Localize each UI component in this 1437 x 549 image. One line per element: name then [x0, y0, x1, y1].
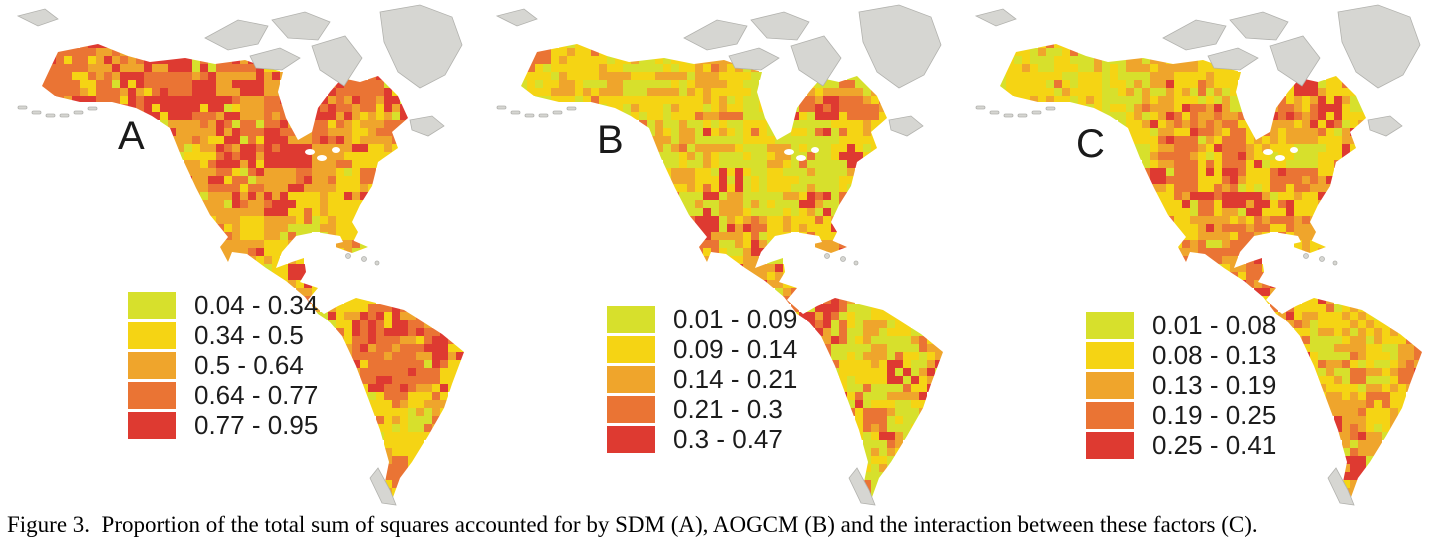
legend-item: 0.77 - 0.95	[128, 410, 319, 440]
legend-range-label: 0.21 - 0.3	[673, 394, 783, 424]
legend-item: 0.3 - 0.47	[607, 424, 797, 454]
legend-swatch	[1086, 342, 1134, 369]
legend-range-label: 0.5 - 0.64	[194, 350, 304, 380]
no-data-land-gray	[974, 4, 1421, 506]
legend-range-label: 0.08 - 0.13	[1152, 340, 1277, 370]
figure-caption: Figure 3. Proportion of the total sum of…	[7, 512, 1258, 537]
legend-item: 0.14 - 0.21	[607, 364, 798, 394]
legend-range-label: 0.3 - 0.47	[673, 424, 783, 454]
legend-swatch	[1086, 402, 1134, 429]
legend-item: 0.09 - 0.14	[607, 334, 798, 364]
legend-range-label: 0.13 - 0.19	[1152, 370, 1277, 400]
figure-panels: A 0.04 - 0.34 0.34 - 0.5 0.5 - 0.64 0.64 - 0…	[0, 0, 1437, 506]
legend-range-label: 0.04 - 0.34	[194, 290, 319, 320]
panel-label-c: C	[1076, 122, 1105, 166]
legend-swatch	[128, 382, 176, 409]
legend-range-label: 0.64 - 0.77	[194, 380, 319, 410]
legend-range-label: 0.19 - 0.25	[1152, 400, 1277, 430]
legend-swatch	[1086, 432, 1134, 459]
no-data-land-gray	[16, 4, 463, 506]
legend-range-label: 0.34 - 0.5	[194, 320, 304, 350]
legend-swatch	[1086, 372, 1134, 399]
legend: 0.01 - 0.08 0.08 - 0.13 0.13 - 0.19 0.19 - …	[1086, 310, 1277, 462]
map-panel-b: B 0.01 - 0.09 0.09 - 0.14 0.14 - 0.21 0.21 -…	[479, 0, 958, 506]
legend-item: 0.08 - 0.13	[1086, 340, 1277, 370]
legend-swatch	[607, 306, 655, 333]
panel-label-b: B	[597, 118, 624, 162]
legend-item: 0.01 - 0.09	[607, 304, 798, 334]
no-data-land-gray	[495, 4, 942, 506]
americas-heat-map	[974, 4, 1422, 506]
americas-heat-map	[16, 4, 464, 506]
legend-range-label: 0.01 - 0.09	[673, 304, 798, 334]
legend-range-label: 0.77 - 0.95	[194, 410, 319, 440]
legend-swatch	[128, 322, 176, 349]
legend-swatch	[607, 366, 655, 393]
legend-range-label: 0.09 - 0.14	[673, 334, 798, 364]
legend-swatch	[128, 292, 176, 319]
legend: 0.04 - 0.34 0.34 - 0.5 0.5 - 0.64 0.64 - 0.…	[128, 290, 319, 442]
legend-range-label: 0.25 - 0.41	[1152, 430, 1277, 460]
legend-item: 0.21 - 0.3	[607, 394, 797, 424]
legend-swatch	[1086, 312, 1134, 339]
americas-heat-map	[495, 4, 943, 506]
legend-item: 0.34 - 0.5	[128, 320, 318, 350]
legend-swatch	[607, 336, 655, 363]
map-panel-c: C 0.01 - 0.08 0.08 - 0.13 0.13 - 0.19 0.19 -…	[958, 0, 1437, 506]
legend-range-label: 0.01 - 0.08	[1152, 310, 1277, 340]
legend-item: 0.01 - 0.08	[1086, 310, 1277, 340]
legend-swatch	[607, 426, 655, 453]
legend-item: 0.25 - 0.41	[1086, 430, 1277, 460]
legend-swatch	[607, 396, 655, 423]
legend-item: 0.13 - 0.19	[1086, 370, 1277, 400]
legend-swatch	[128, 412, 176, 439]
legend-item: 0.04 - 0.34	[128, 290, 319, 320]
panel-label-a: A	[118, 114, 145, 158]
legend-range-label: 0.14 - 0.21	[673, 364, 798, 394]
legend-item: 0.19 - 0.25	[1086, 400, 1277, 430]
map-panel-a: A 0.04 - 0.34 0.34 - 0.5 0.5 - 0.64 0.64 - 0…	[0, 0, 479, 506]
legend-swatch	[128, 352, 176, 379]
legend-item: 0.64 - 0.77	[128, 380, 319, 410]
legend-item: 0.5 - 0.64	[128, 350, 318, 380]
legend: 0.01 - 0.09 0.09 - 0.14 0.14 - 0.21 0.21 - …	[607, 304, 798, 456]
